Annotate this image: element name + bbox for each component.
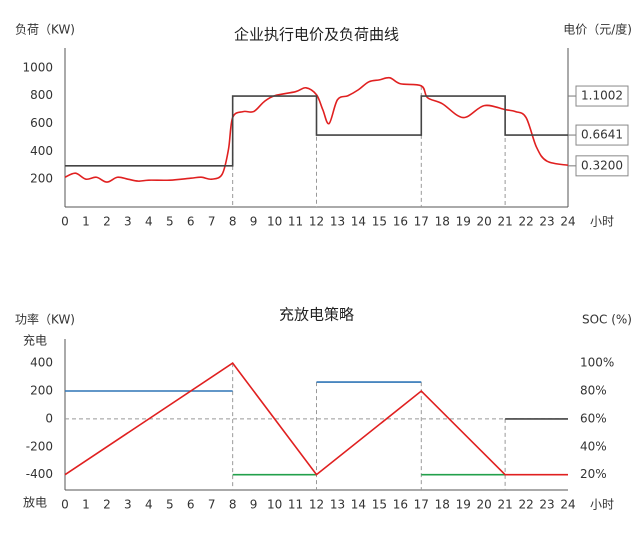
x-tick-label: 12 [309,498,324,512]
y2-tick-label: 80% [580,384,607,398]
y-tick-label: 0 [45,411,53,425]
x-tick-label: 18 [435,498,450,512]
x-tick-label: 23 [539,498,554,512]
y-tick-label: -400 [26,467,53,481]
x-tick-label: 5 [166,215,174,229]
y2-tick-label: 100% [580,356,614,370]
x-tick-label: 22 [518,215,533,229]
x-tick-label: 21 [497,498,512,512]
x-tick-label: 4 [145,498,153,512]
x-tick-label: 16 [393,498,408,512]
x-tick-label: 0 [61,498,69,512]
y-tick-label: 400 [30,144,53,158]
x-tick-label: 14 [351,215,366,229]
x-tick-label: 1 [82,215,90,229]
x-tick-label: 1 [82,498,90,512]
x-tick-label: 8 [229,498,237,512]
y2-tick-label: 60% [580,411,607,425]
y-tick-label: 1000 [22,60,53,74]
x-tick-label: 24 [560,215,575,229]
discharge-label: 放电 [23,495,47,510]
charge-label: 充电 [23,333,47,348]
y-tick-label: 400 [30,356,53,370]
x-tick-label: 17 [414,498,429,512]
x-tick-label: 12 [309,215,324,229]
x-tick-label: 22 [518,498,533,512]
y2-axis-label: SOC (%) [582,313,632,327]
x-tick-label: 9 [250,215,258,229]
x-tick-label: 6 [187,215,195,229]
x-tick-label: 2 [103,215,111,229]
y-tick-label: 600 [30,116,53,130]
x-tick-label: 23 [539,215,554,229]
x-axis-label: 小时 [590,215,614,229]
series-line [64,362,568,476]
price-label: 0.3200 [581,158,623,172]
price-box [575,155,629,177]
x-tick-label: 15 [372,498,387,512]
y-tick-label: 800 [30,88,53,102]
x-tick-label: 0 [61,215,69,229]
chart-title: 充放电策略 [279,306,354,324]
x-tick-label: 18 [435,215,450,229]
x-tick-label: 7 [208,215,216,229]
y-tick-label: 200 [30,172,53,186]
x-tick-label: 5 [166,498,174,512]
x-tick-label: 13 [330,215,345,229]
x-tick-label: 20 [477,215,492,229]
x-tick-label: 10 [267,215,282,229]
y-axis-label: 功率（KW) [15,312,75,327]
y-axis-label: 负荷（KW) [15,23,75,37]
x-tick-label: 15 [372,215,387,229]
y2-axis-label: 电价（元/度) [563,22,632,37]
x-tick-label: 21 [497,215,512,229]
price-label: 1.1002 [581,89,623,103]
x-axis-label: 小时 [590,498,614,512]
x-tick-label: 2 [103,498,111,512]
x-tick-label: 13 [330,498,345,512]
y-tick-label: -200 [26,439,53,453]
price-box [575,124,629,146]
price-label: 0.6641 [581,128,623,142]
x-tick-label: 11 [288,498,303,512]
x-tick-label: 11 [288,215,303,229]
chart-title: 企业执行电价及负荷曲线 [234,26,399,44]
y2-tick-label: 20% [580,467,607,481]
x-tick-label: 8 [229,215,237,229]
y2-tick-label: 40% [580,439,607,453]
x-tick-label: 17 [414,215,429,229]
x-tick-label: 3 [124,498,132,512]
x-tick-label: 7 [208,498,216,512]
series-line [64,76,569,183]
x-tick-label: 24 [560,498,575,512]
y-tick-label: 200 [30,384,53,398]
series-line [65,95,568,167]
x-tick-label: 19 [456,215,471,229]
price-box [575,85,629,107]
x-tick-label: 9 [250,498,258,512]
x-tick-label: 14 [351,498,366,512]
x-tick-label: 20 [477,498,492,512]
x-tick-label: 3 [124,215,132,229]
x-tick-label: 10 [267,498,282,512]
x-tick-label: 4 [145,215,153,229]
x-tick-label: 19 [456,498,471,512]
x-tick-label: 6 [187,498,195,512]
x-tick-label: 16 [393,215,408,229]
